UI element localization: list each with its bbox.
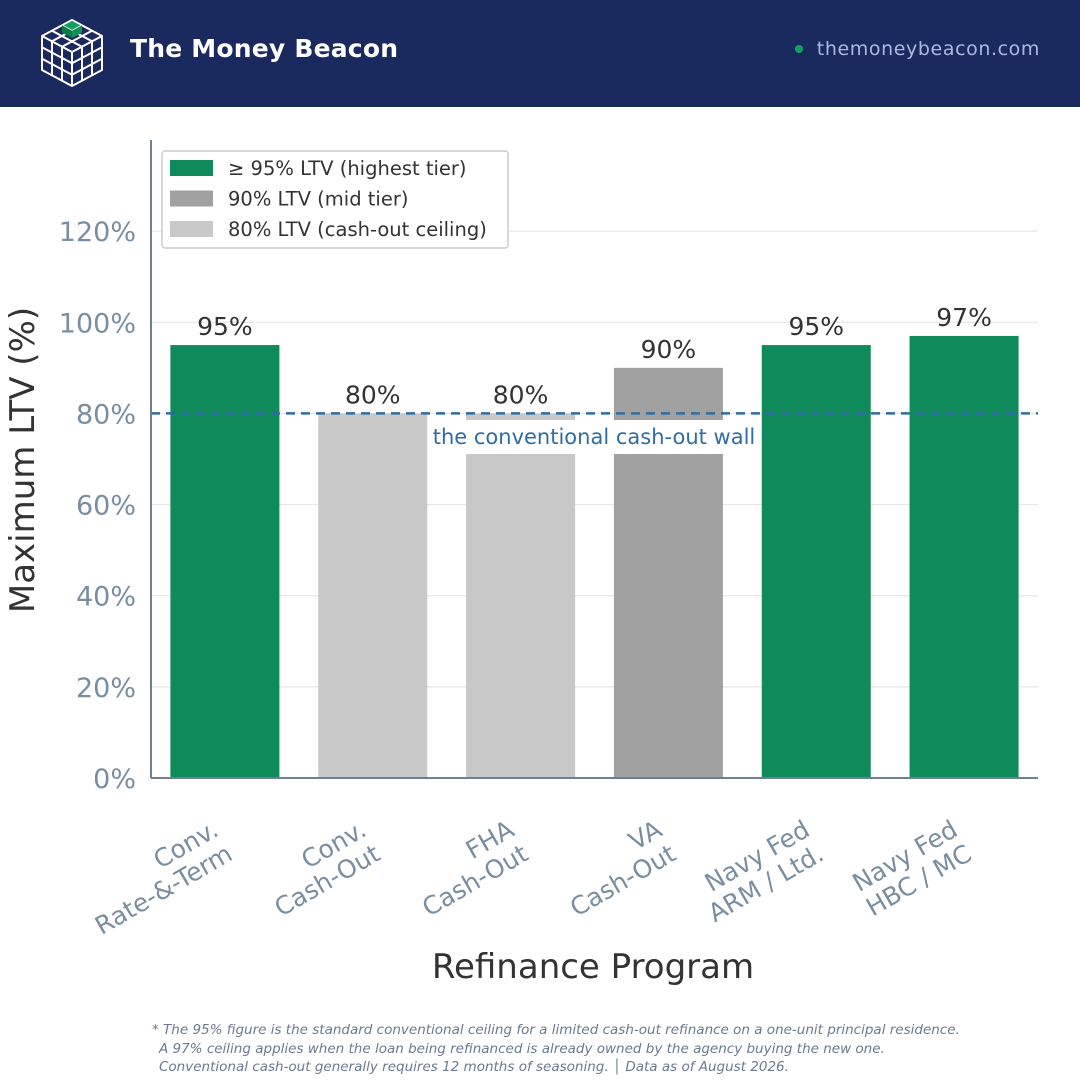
y-axis-title: Maximum LTV (%)	[3, 307, 43, 613]
y-tick-label: 20%	[76, 673, 136, 704]
legend: ≥ 95% LTV (highest tier) 90% LTV (mid tie…	[161, 150, 509, 249]
legend-entry-label: 80% LTV (cash-out ceiling)	[228, 218, 487, 241]
site-url[interactable]: themoneybeacon.com	[794, 38, 1040, 60]
y-tick-label: 80%	[76, 399, 136, 430]
axes: 0% 20% 40% 60% 80% 100% 120% Refinance Program M…	[3, 140, 1038, 987]
bar	[909, 335, 1019, 778]
status-dot-icon	[794, 45, 803, 53]
legend-entry-label: ≥ 95% LTV (highest tier)	[228, 157, 467, 180]
footnote-line-3: Conventional cash-out generally requires…	[159, 1059, 789, 1075]
bar	[170, 345, 280, 778]
footnote-line-2: A 97% ceiling applies when the loan bein…	[159, 1040, 885, 1057]
site-url-text: themoneybeacon.com	[816, 38, 1040, 60]
bar-value-label: 80%	[493, 380, 549, 409]
reference-line-group: the conventional cash-out wall	[151, 412, 1038, 454]
x-category-label: Navy FedARM / Ltd.	[689, 815, 828, 928]
legend-swatch	[170, 160, 213, 176]
header-bar: The Money Beacon themoneybeacon.com	[0, 0, 1080, 107]
cube-grid-icon	[41, 19, 103, 87]
x-category-label: FHACash-Out	[403, 814, 533, 922]
x-category-label: Navy FedHBC / MC	[847, 815, 976, 923]
y-tick-label: 100%	[59, 308, 136, 339]
footnote-line-1: * The 95% figure is the standard convent…	[152, 1022, 960, 1038]
bar	[318, 413, 428, 778]
x-axis-title: Refinance Program	[432, 947, 754, 987]
bars	[170, 335, 1019, 778]
bar-value-label: 95%	[788, 312, 844, 341]
bar-value-label: 90%	[641, 335, 697, 364]
bar-value-label: 95%	[197, 312, 253, 341]
reference-line-label: the conventional cash-out wall	[433, 425, 756, 449]
bar-value-label: 80%	[345, 380, 401, 409]
footnote: * The 95% figure is the standard convent…	[152, 1021, 1052, 1077]
legend-swatch	[170, 190, 213, 207]
y-tick-label: 120%	[59, 217, 136, 248]
legend-box	[161, 150, 509, 249]
y-tick-label: 60%	[76, 491, 136, 522]
reference-label-background	[427, 420, 761, 454]
bar-value-label: 97%	[936, 303, 992, 332]
legend-entry-label: 90% LTV (mid tier)	[228, 188, 408, 211]
x-category-label: Conv.Rate-&-Term	[76, 815, 237, 941]
bar	[761, 345, 871, 778]
y-tick-label: 0%	[93, 764, 136, 795]
x-category-label: Conv.Cash-Out	[255, 814, 385, 922]
gridlines	[151, 230, 1038, 688]
x-category-label: VACash-Out	[551, 814, 681, 922]
legend-swatch	[170, 221, 213, 237]
brand-name: The Money Beacon	[130, 34, 399, 63]
y-tick-label: 40%	[76, 582, 136, 613]
bar	[466, 413, 576, 778]
